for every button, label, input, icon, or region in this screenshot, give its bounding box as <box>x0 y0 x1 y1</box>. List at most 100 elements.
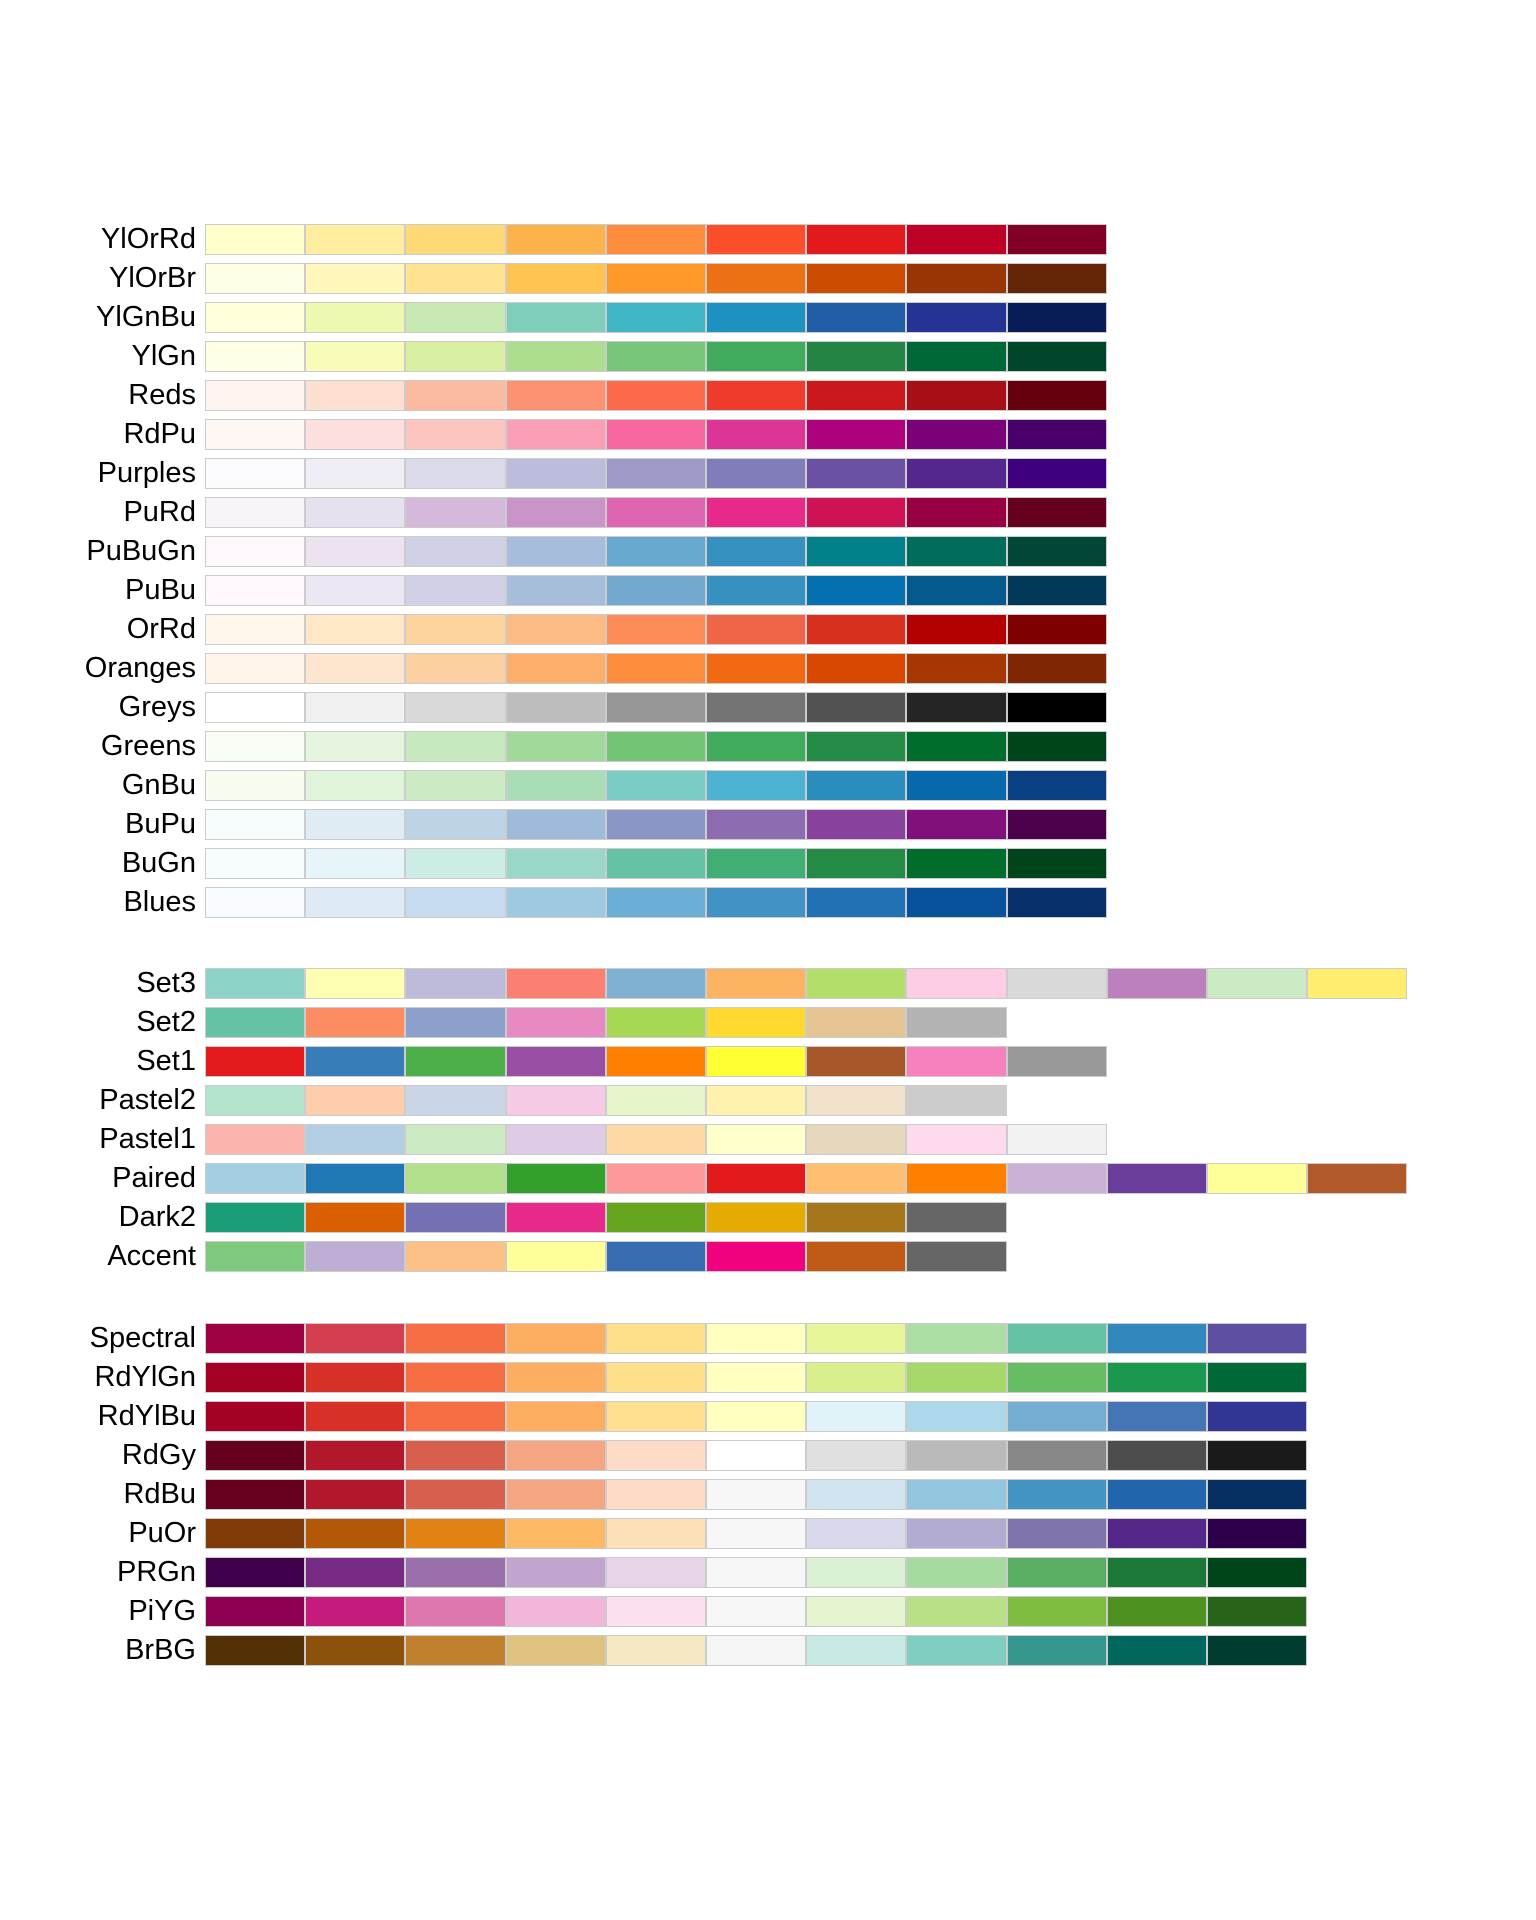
color-swatch <box>306 888 405 917</box>
color-swatch <box>206 576 305 605</box>
color-swatch <box>706 654 806 683</box>
color-swatch <box>1007 1402 1106 1431</box>
palette-label: PuBu <box>125 574 196 606</box>
palette-swatch-strip <box>205 1479 1308 1510</box>
color-swatch <box>807 1519 906 1548</box>
color-swatch <box>206 498 305 527</box>
color-swatch <box>1007 264 1106 293</box>
palette-row-dark2: Dark2 <box>0 1202 1407 1233</box>
color-swatch <box>1007 771 1106 800</box>
color-swatch <box>606 693 705 722</box>
color-swatch <box>306 1086 405 1115</box>
palette-swatch-strip <box>205 341 1107 372</box>
palette-swatch-strip <box>205 1124 1107 1155</box>
color-swatch <box>506 1636 605 1665</box>
color-swatch <box>206 1558 305 1587</box>
color-swatch <box>706 732 806 761</box>
color-swatch <box>807 654 906 683</box>
color-swatch <box>1207 969 1307 998</box>
color-swatch <box>506 576 605 605</box>
color-swatch <box>606 810 705 839</box>
color-swatch <box>1007 1125 1106 1154</box>
color-swatch <box>506 1558 605 1587</box>
color-swatch <box>1007 1047 1106 1076</box>
palette-swatch-strip <box>205 1557 1308 1588</box>
palette-label: PRGn <box>117 1556 196 1588</box>
palette-label: PuOr <box>128 1517 196 1549</box>
color-swatch <box>606 459 705 488</box>
color-swatch <box>206 1008 305 1037</box>
color-swatch <box>807 1597 906 1626</box>
color-swatch <box>606 849 705 878</box>
color-swatch <box>907 264 1006 293</box>
color-swatch <box>706 537 806 566</box>
color-swatch <box>1207 1164 1307 1193</box>
color-swatch <box>306 381 405 410</box>
palette-row-ylorbr: YlOrBr <box>0 263 1107 294</box>
color-swatch <box>1007 849 1106 878</box>
color-swatch <box>706 1324 806 1353</box>
palette-swatch-strip <box>205 1085 1007 1116</box>
color-swatch <box>406 771 505 800</box>
color-swatch <box>606 771 705 800</box>
color-swatch <box>807 849 906 878</box>
color-swatch <box>206 1519 305 1548</box>
color-swatch <box>1007 654 1106 683</box>
color-swatch <box>1207 1480 1307 1509</box>
color-swatch <box>907 1480 1006 1509</box>
palette-swatch-strip <box>205 1518 1308 1549</box>
color-swatch <box>606 1125 705 1154</box>
color-swatch <box>907 1203 1006 1232</box>
palette-row-set3: Set3 <box>0 968 1408 999</box>
color-swatch <box>706 1402 806 1431</box>
color-swatch <box>907 1597 1006 1626</box>
palette-swatch-strip <box>205 653 1107 684</box>
color-swatch <box>807 888 906 917</box>
color-swatch <box>1007 225 1106 254</box>
color-swatch <box>606 576 705 605</box>
color-swatch <box>1007 1597 1106 1626</box>
color-swatch <box>606 1558 705 1587</box>
color-swatch <box>1007 615 1106 644</box>
palette-swatch-strip <box>205 887 1107 918</box>
palette-label: Set2 <box>136 1006 196 1038</box>
color-swatch <box>907 420 1006 449</box>
palette-label: YlGnBu <box>96 301 196 333</box>
color-swatch <box>206 1636 305 1665</box>
color-swatch <box>506 771 605 800</box>
palette-row-reds: Reds <box>0 380 1107 411</box>
palette-label: OrRd <box>126 613 196 645</box>
color-swatch <box>807 693 906 722</box>
color-swatch <box>907 459 1006 488</box>
color-swatch <box>506 693 605 722</box>
color-swatch <box>807 1441 906 1470</box>
color-swatch <box>306 849 405 878</box>
color-swatch <box>506 1164 605 1193</box>
color-swatch <box>506 342 605 371</box>
color-swatch <box>907 1242 1006 1271</box>
palette-label: Oranges <box>84 652 196 684</box>
color-swatch <box>706 1558 806 1587</box>
color-swatch <box>1007 1519 1106 1548</box>
palette-swatch-strip <box>205 1007 1007 1038</box>
color-swatch <box>907 969 1006 998</box>
color-swatch <box>506 264 605 293</box>
color-swatch <box>1107 1558 1206 1587</box>
palette-row-rdylgn: RdYlGn <box>0 1362 1308 1393</box>
color-swatch <box>706 1242 806 1271</box>
color-swatch <box>907 1519 1006 1548</box>
color-swatch <box>1107 1324 1206 1353</box>
color-swatch <box>807 225 906 254</box>
color-swatch <box>406 1558 505 1587</box>
color-swatch <box>606 1363 705 1392</box>
color-swatch <box>206 888 305 917</box>
color-swatch <box>807 381 906 410</box>
color-swatch <box>907 1363 1006 1392</box>
color-swatch <box>706 810 806 839</box>
color-swatch <box>606 342 705 371</box>
palette-row-pastel2: Pastel2 <box>0 1085 1407 1116</box>
color-swatch <box>306 615 405 644</box>
color-swatch <box>206 969 305 998</box>
color-swatch <box>807 342 906 371</box>
color-swatch <box>306 303 405 332</box>
